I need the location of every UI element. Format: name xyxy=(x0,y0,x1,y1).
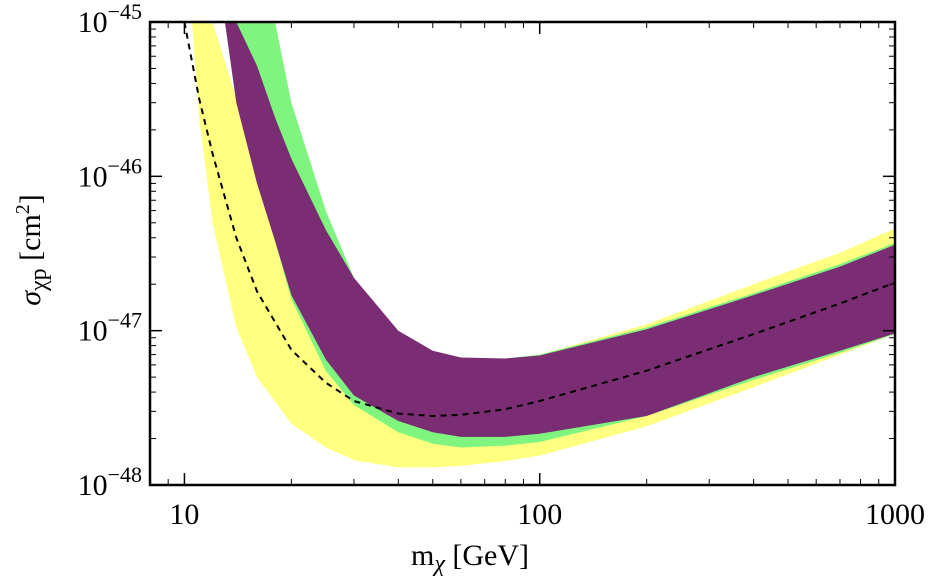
purple-band xyxy=(224,22,895,437)
x-axis-label: mχ [GeV] xyxy=(411,539,529,577)
y-tick-label: 10−45 xyxy=(78,0,142,39)
dashed-median-line xyxy=(183,22,895,418)
x-tick-label: 1000 xyxy=(865,498,925,531)
x-tick-label: 10 xyxy=(169,498,199,531)
y-tick-label: 10−47 xyxy=(78,308,142,348)
y-axis-label: σχp [cm2] xyxy=(12,194,52,306)
y-tick-label: 10−48 xyxy=(78,462,142,502)
y-tick-label: 10−46 xyxy=(78,153,142,193)
x-tick-label: 100 xyxy=(517,498,562,531)
plot-area xyxy=(183,22,895,468)
tick-labels: 10 100 1000 10−48 10−47 10−46 10−45 xyxy=(78,0,925,531)
plot-frame xyxy=(148,20,897,487)
